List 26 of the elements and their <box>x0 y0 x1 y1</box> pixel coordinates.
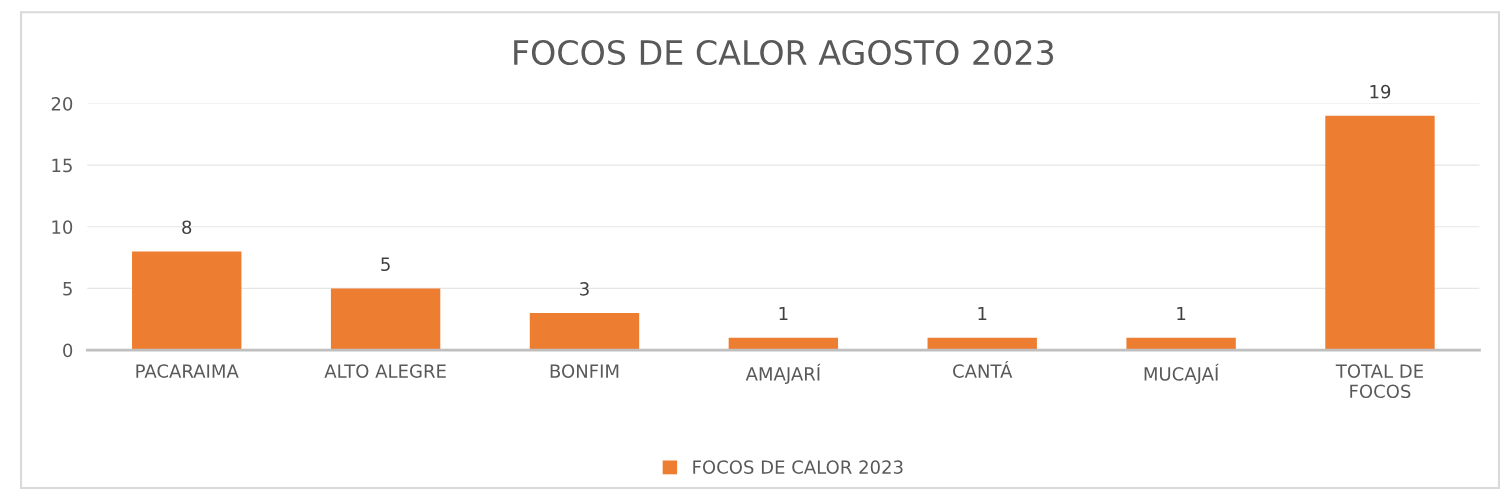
legend-label: FOCOS DE CALOR 2023 <box>693 460 903 474</box>
data-label: 8 <box>182 220 192 235</box>
x-tick-label: CANTÁ <box>953 360 1013 378</box>
x-tick-label: PACARAIMA <box>136 364 239 378</box>
y-tick-label: 20 <box>51 96 73 111</box>
data-label: 1 <box>978 306 987 321</box>
y-tick-label: 15 <box>52 158 72 173</box>
bar <box>529 313 640 351</box>
x-tick-label: AMAJARÍ <box>745 363 821 385</box>
y-tick-label: 10 <box>52 220 73 234</box>
x-tick-label: MUCAJAÍ <box>1144 363 1219 385</box>
bar <box>132 251 242 351</box>
x-tick-label: TOTAL DE FOCOS <box>1335 364 1423 399</box>
chart-title: FOCOS DE CALOR AGOSTO 2023 <box>514 39 1054 66</box>
x-tick-label: BONFIM <box>550 364 619 378</box>
data-label: 3 <box>580 282 589 296</box>
y-tick-label: 5 <box>63 282 72 296</box>
bar <box>1325 115 1435 351</box>
x-tick-label: ALTO ALEGRE <box>324 364 446 378</box>
data-label: 19 <box>1370 84 1391 99</box>
bar <box>1126 337 1236 351</box>
y-tick-label: 0 <box>63 343 73 358</box>
data-label: 1 <box>1177 306 1186 321</box>
data-label: 5 <box>381 257 390 272</box>
bar <box>330 288 441 351</box>
data-label: 1 <box>779 306 788 321</box>
